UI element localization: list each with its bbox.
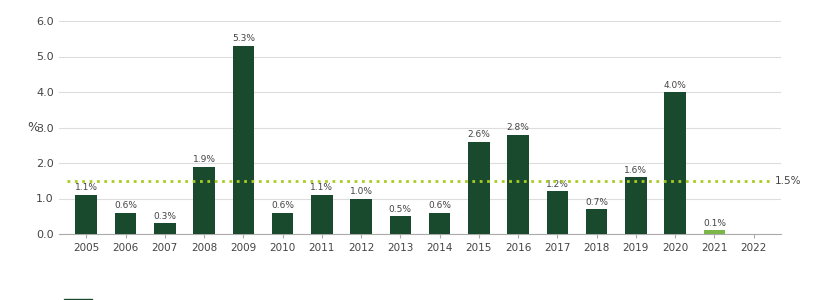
- Text: 2.6%: 2.6%: [467, 130, 491, 139]
- Text: 1.1%: 1.1%: [75, 184, 97, 193]
- Text: 5.3%: 5.3%: [232, 34, 255, 43]
- Bar: [507, 135, 529, 234]
- Text: 0.1%: 0.1%: [703, 219, 726, 228]
- Text: 4.0%: 4.0%: [664, 80, 686, 89]
- Text: 1.0%: 1.0%: [349, 187, 373, 196]
- Text: 1.6%: 1.6%: [624, 166, 648, 175]
- Bar: [429, 213, 450, 234]
- Text: 1.1%: 1.1%: [310, 184, 333, 193]
- Text: 1.2%: 1.2%: [546, 180, 569, 189]
- Bar: [233, 46, 255, 234]
- Bar: [154, 223, 176, 234]
- Bar: [390, 216, 411, 234]
- Text: 0.5%: 0.5%: [389, 205, 412, 214]
- Text: 1.5%: 1.5%: [775, 176, 802, 186]
- Bar: [272, 213, 293, 234]
- Bar: [193, 167, 215, 234]
- Bar: [311, 195, 333, 234]
- Y-axis label: %: %: [28, 121, 39, 134]
- Bar: [664, 92, 686, 234]
- Text: 0.6%: 0.6%: [114, 201, 137, 210]
- Legend: Bloomberg US high yield index default rate, Average: Bloomberg US high yield index default ra…: [65, 299, 451, 300]
- Bar: [468, 142, 490, 234]
- Bar: [625, 177, 647, 234]
- Bar: [704, 230, 725, 234]
- Bar: [547, 191, 568, 234]
- Bar: [350, 199, 372, 234]
- Text: 0.6%: 0.6%: [428, 201, 451, 210]
- Bar: [585, 209, 607, 234]
- Text: 0.6%: 0.6%: [271, 201, 294, 210]
- Text: 1.9%: 1.9%: [192, 155, 216, 164]
- Text: 0.7%: 0.7%: [585, 198, 608, 207]
- Text: 2.8%: 2.8%: [507, 123, 529, 132]
- Text: 0.3%: 0.3%: [154, 212, 176, 221]
- Bar: [76, 195, 97, 234]
- Bar: [115, 213, 136, 234]
